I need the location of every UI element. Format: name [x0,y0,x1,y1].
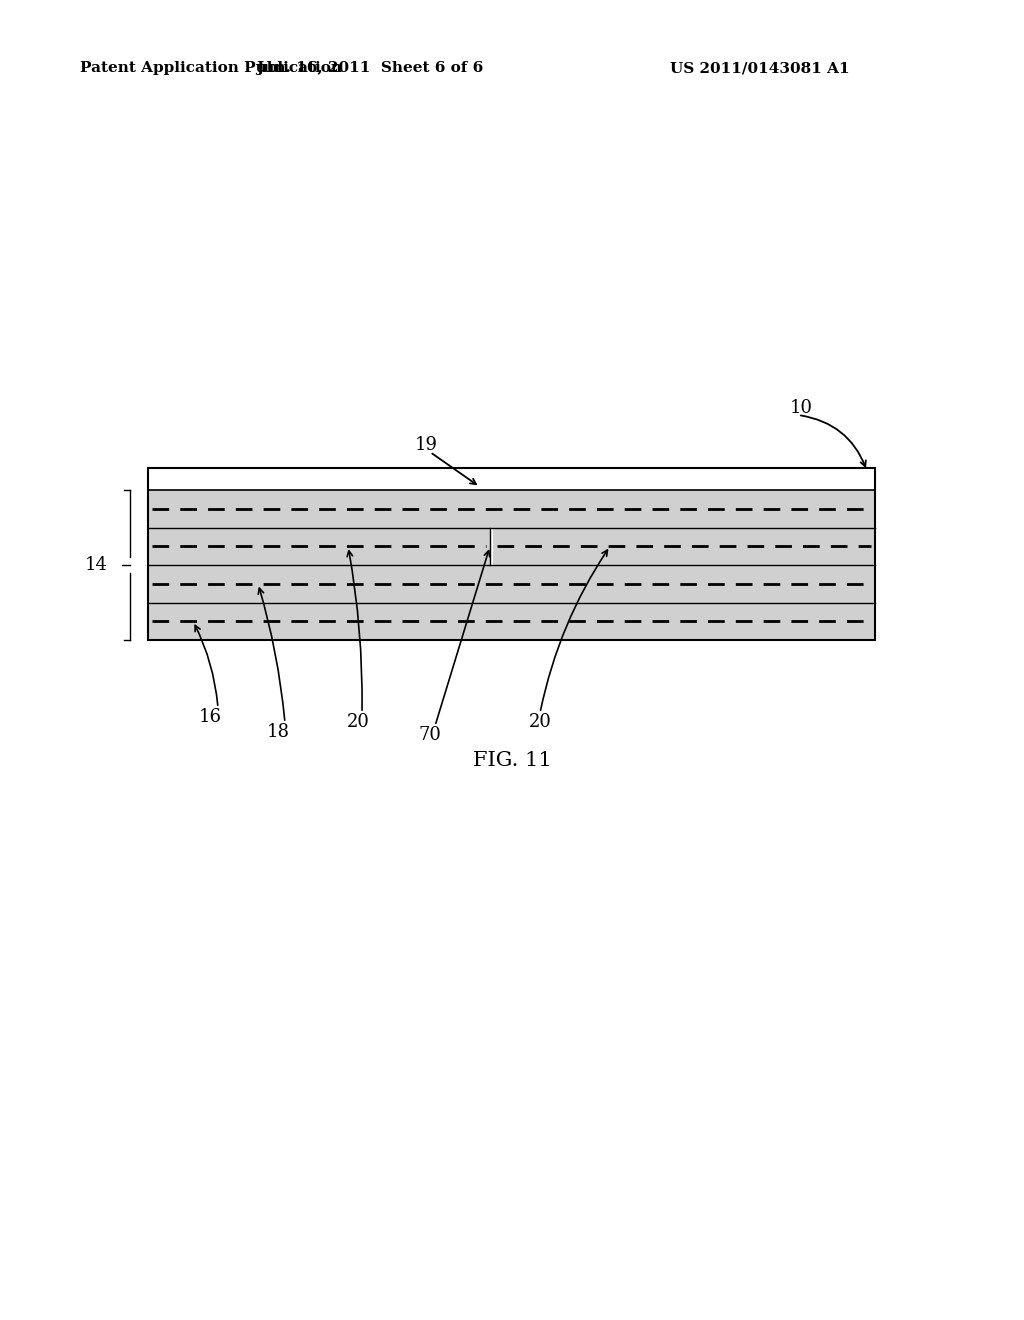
Text: 16: 16 [199,708,221,726]
Bar [148,469,874,490]
Text: Patent Application Publication: Patent Application Publication [80,61,342,75]
Text: 19: 19 [415,436,438,454]
Bar [148,490,874,528]
Bar [148,528,490,565]
Text: 20: 20 [528,713,552,731]
Text: 14: 14 [85,556,108,574]
Bar [148,602,874,640]
Text: 20: 20 [346,713,370,731]
Text: 18: 18 [266,723,290,741]
Bar [148,469,874,640]
Bar [493,528,874,565]
Text: Jun. 16, 2011  Sheet 6 of 6: Jun. 16, 2011 Sheet 6 of 6 [256,61,483,75]
Text: 10: 10 [790,399,813,417]
Text: 70: 70 [419,726,441,744]
Bar [148,565,874,602]
Text: US 2011/0143081 A1: US 2011/0143081 A1 [671,61,850,75]
Text: FIG. 11: FIG. 11 [473,751,551,770]
